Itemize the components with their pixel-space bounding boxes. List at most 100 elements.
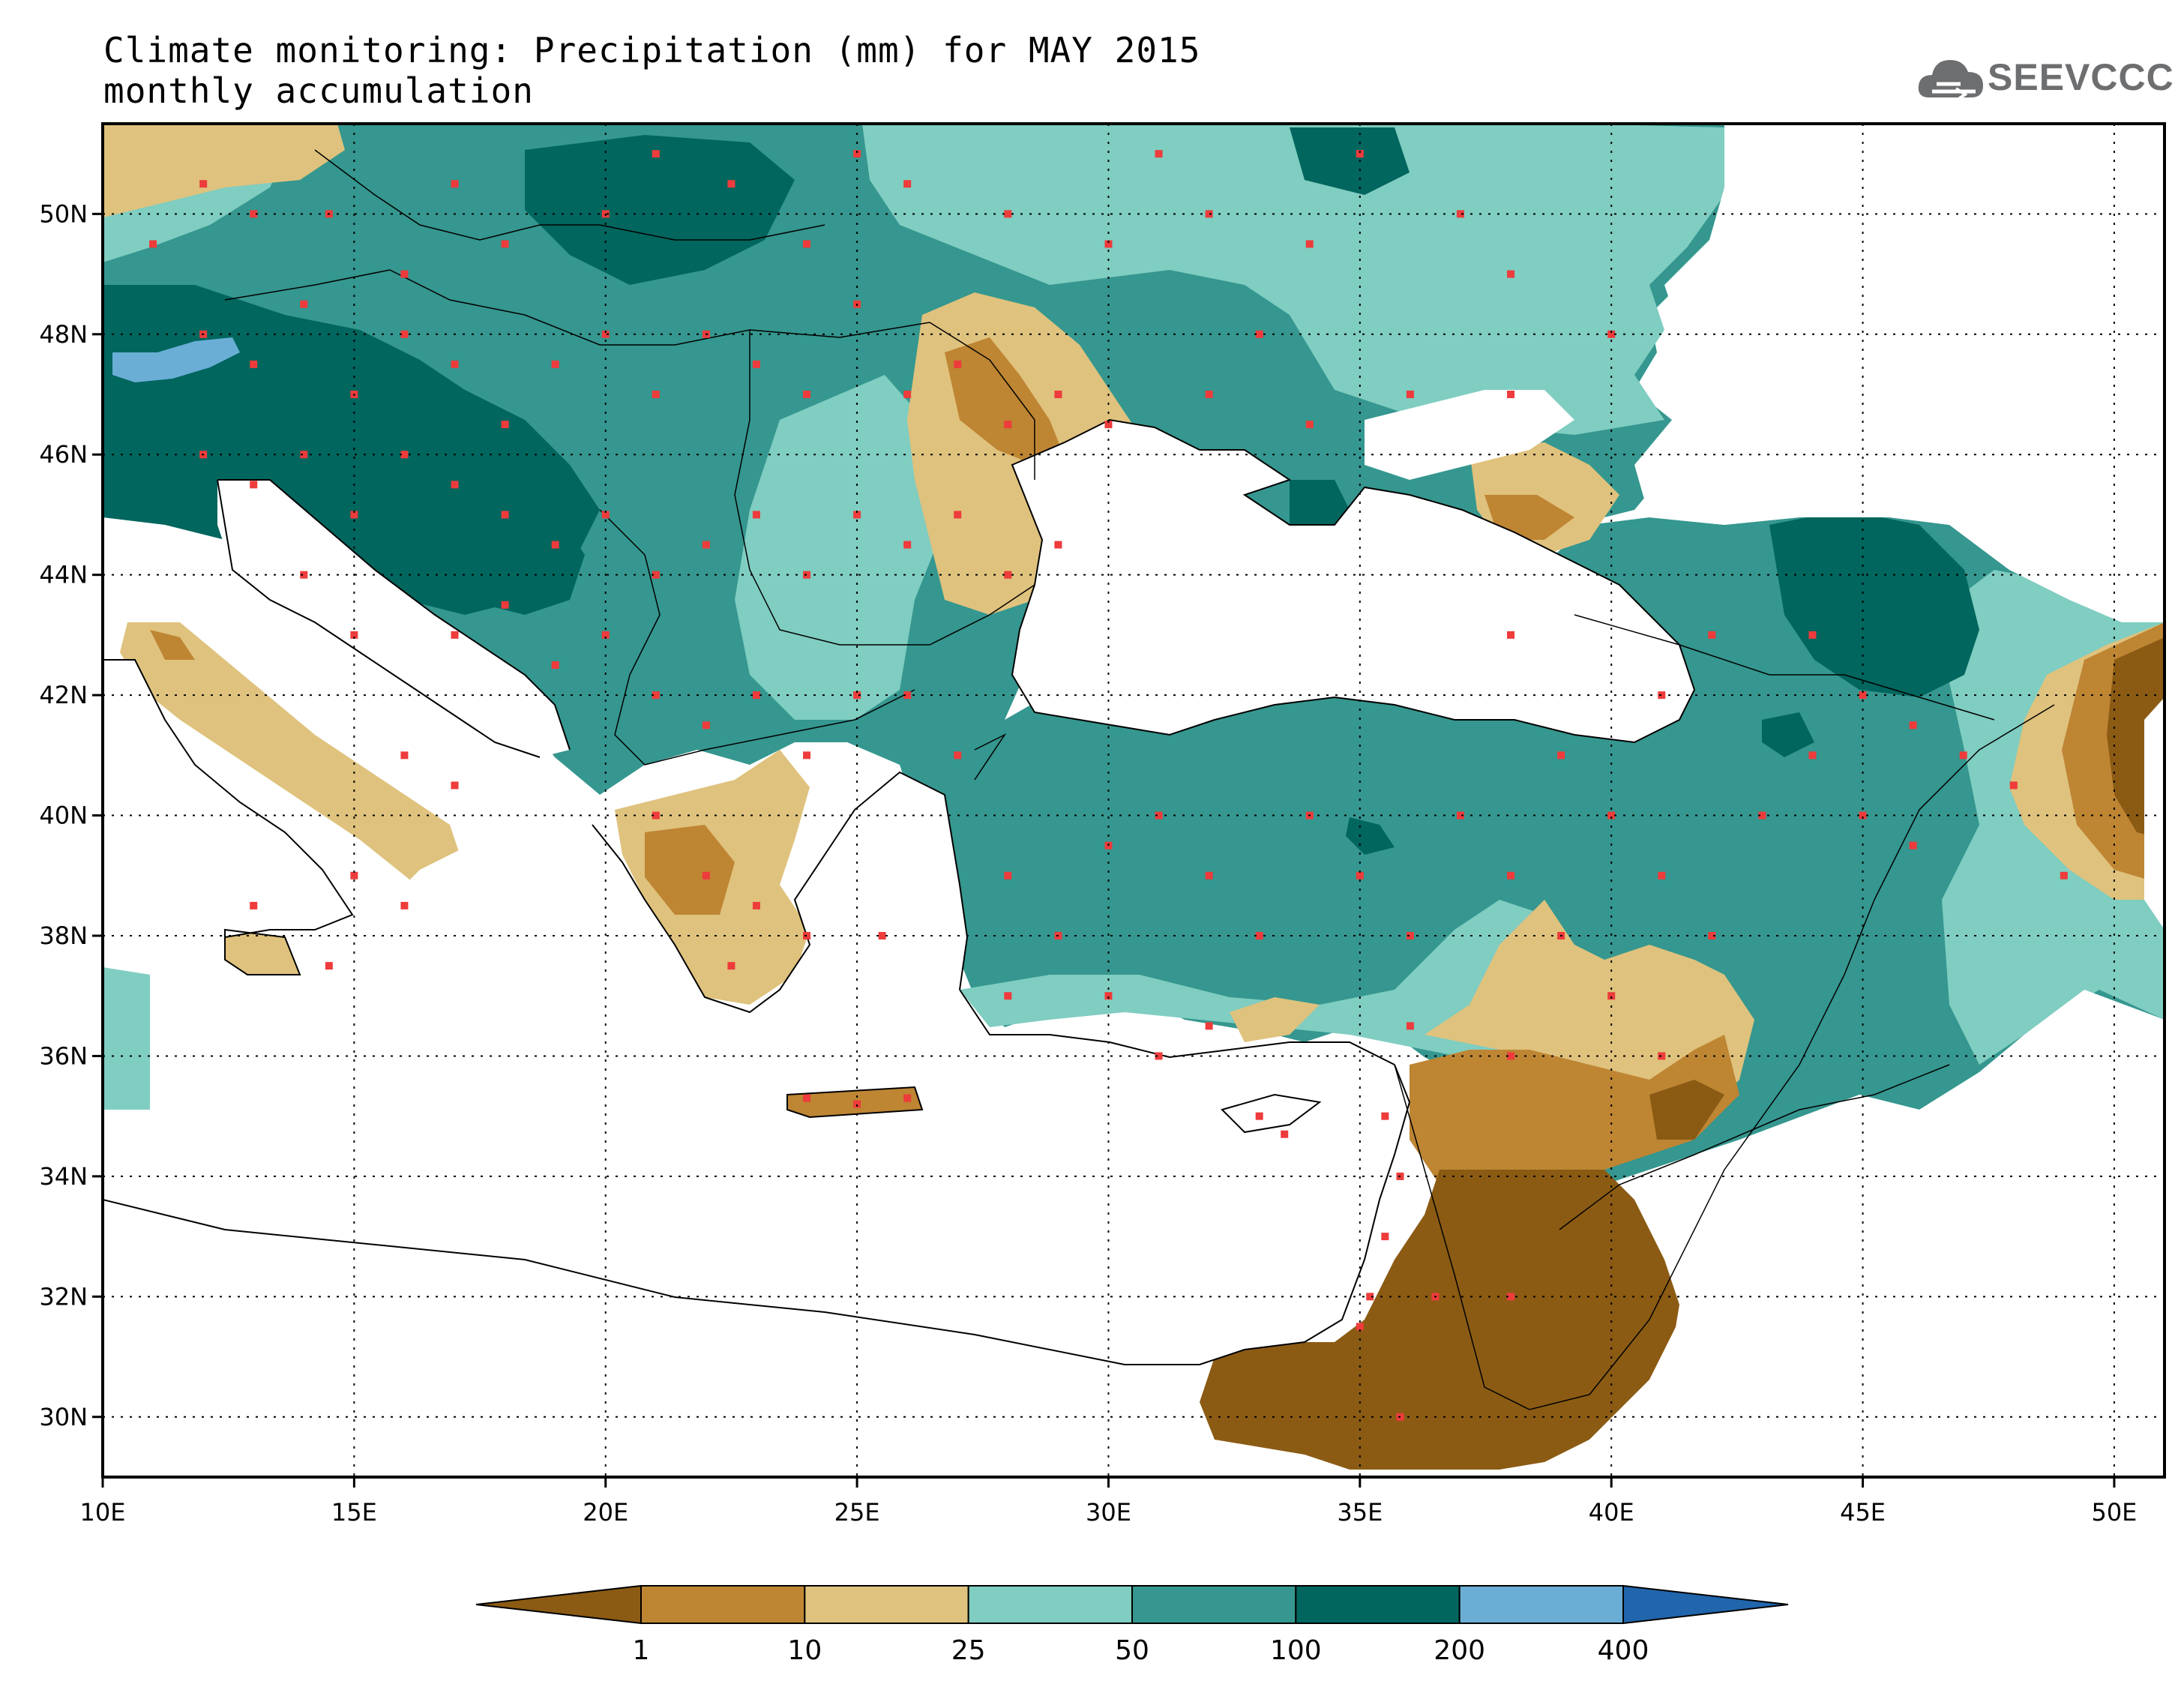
zone-25-50-south-anatolia <box>960 900 1574 1065</box>
map-gridlines <box>103 124 2165 1477</box>
station-marker <box>803 932 811 939</box>
station-marker <box>451 180 459 188</box>
station-marker <box>878 932 886 939</box>
station-marker <box>1104 421 1113 429</box>
station-marker <box>1205 871 1213 879</box>
station-marker <box>1859 811 1867 820</box>
station-marker <box>1255 1112 1263 1120</box>
station-marker <box>1406 932 1414 939</box>
colorbar-swatch <box>804 1585 969 1624</box>
station-marker <box>853 150 861 158</box>
russia-no-data <box>1634 124 2165 622</box>
station-marker <box>853 691 861 700</box>
station-marker <box>501 511 509 519</box>
station-marker <box>250 360 258 368</box>
station-marker <box>1607 330 1616 338</box>
station-marker <box>1607 992 1616 1000</box>
station-marker <box>1366 1293 1374 1301</box>
colorbar-min-arrow <box>475 1584 642 1625</box>
station-marker <box>1054 541 1062 549</box>
black-sea <box>1012 420 1694 742</box>
lon-tick-label: 15E <box>331 1498 377 1527</box>
lat-tick-label: 46N <box>39 440 88 469</box>
longitude-ticks: 10E 15E 20E 25E 30E 35E 40E 45E 50E <box>80 1477 2137 1527</box>
station-marker <box>1381 1233 1389 1241</box>
station-marker <box>1205 210 1213 218</box>
zone-200-400-alps <box>112 337 240 382</box>
station-marker <box>903 691 912 700</box>
station-marker <box>1406 391 1414 398</box>
zone-10-25-northwest <box>103 124 345 217</box>
logo-text: SEEVCCC <box>1988 56 2174 98</box>
colorbar-max-arrow <box>1622 1584 1789 1625</box>
north-africa <box>103 1200 1200 1477</box>
station-marker <box>551 541 559 549</box>
lon-tick-label: 40E <box>1589 1498 1634 1527</box>
lat-tick-label: 50N <box>39 199 88 228</box>
station-marker <box>1507 1052 1515 1060</box>
station-marker <box>149 240 157 248</box>
zone-25-50-northeast <box>862 124 1724 435</box>
station-marker <box>803 1094 811 1102</box>
station-marker <box>601 631 610 639</box>
station-marker <box>1456 210 1464 218</box>
lat-tick-label: 40N <box>39 802 88 830</box>
station-marker <box>803 240 811 248</box>
station-marker <box>702 541 710 549</box>
station-marker <box>727 962 735 970</box>
station-marker <box>1255 330 1263 338</box>
station-marker <box>1507 391 1515 398</box>
station-marker <box>2009 781 2018 790</box>
station-marker <box>702 871 710 879</box>
precipitation-field <box>103 124 2165 1477</box>
zone-1-10-levant <box>1410 1035 1739 1200</box>
station-marker <box>1004 210 1012 218</box>
station-marker <box>853 511 861 519</box>
cloud-icon <box>1918 60 1983 102</box>
station-marker <box>1507 1293 1515 1301</box>
station-marker <box>1708 932 1716 939</box>
lon-tick-label: 20E <box>583 1498 628 1527</box>
station-marker <box>954 751 962 760</box>
station-marker <box>1607 811 1616 820</box>
station-marker <box>601 330 610 338</box>
colorbar-label: 25 <box>951 1635 986 1666</box>
station-marker <box>652 391 660 398</box>
station-marker <box>1155 1052 1163 1060</box>
lat-tick-label: 36N <box>39 1041 88 1070</box>
zone-100-200-poland <box>525 135 795 285</box>
country-borders <box>224 149 2055 1410</box>
ionian-aegean-med <box>103 772 1410 1365</box>
station-marker <box>903 1094 912 1102</box>
station-marker <box>400 270 409 278</box>
station-marker <box>250 901 258 909</box>
station-marker <box>752 691 760 700</box>
station-marker <box>652 691 660 700</box>
adriatic-sea <box>217 480 570 757</box>
station-marker <box>350 511 358 519</box>
station-marker <box>752 511 760 519</box>
station-marker <box>300 571 308 579</box>
station-marker <box>601 511 610 519</box>
colorbar-label: 50 <box>1115 1635 1149 1666</box>
station-marker <box>1255 932 1263 939</box>
zone-25-50-balkans <box>735 375 945 720</box>
station-marker <box>803 391 811 398</box>
lon-tick-label: 30E <box>1086 1498 1131 1527</box>
station-marker <box>652 811 660 820</box>
station-marker <box>1356 871 1364 879</box>
lat-tick-label: 48N <box>39 320 88 349</box>
map-frame <box>101 122 2166 1479</box>
station-marker <box>1205 1022 1213 1030</box>
lat-tick-label: 30N <box>39 1403 88 1431</box>
zone-100-200-ukraine <box>1290 127 1410 195</box>
station-marker <box>325 962 333 970</box>
zone-1-10-italy-heel <box>150 630 195 660</box>
station-marker <box>1155 811 1163 820</box>
station-marker <box>451 360 459 368</box>
station-marker <box>1104 240 1113 248</box>
station-marker <box>1808 751 1817 760</box>
station-marker <box>1356 150 1364 158</box>
station-marker <box>652 571 660 579</box>
